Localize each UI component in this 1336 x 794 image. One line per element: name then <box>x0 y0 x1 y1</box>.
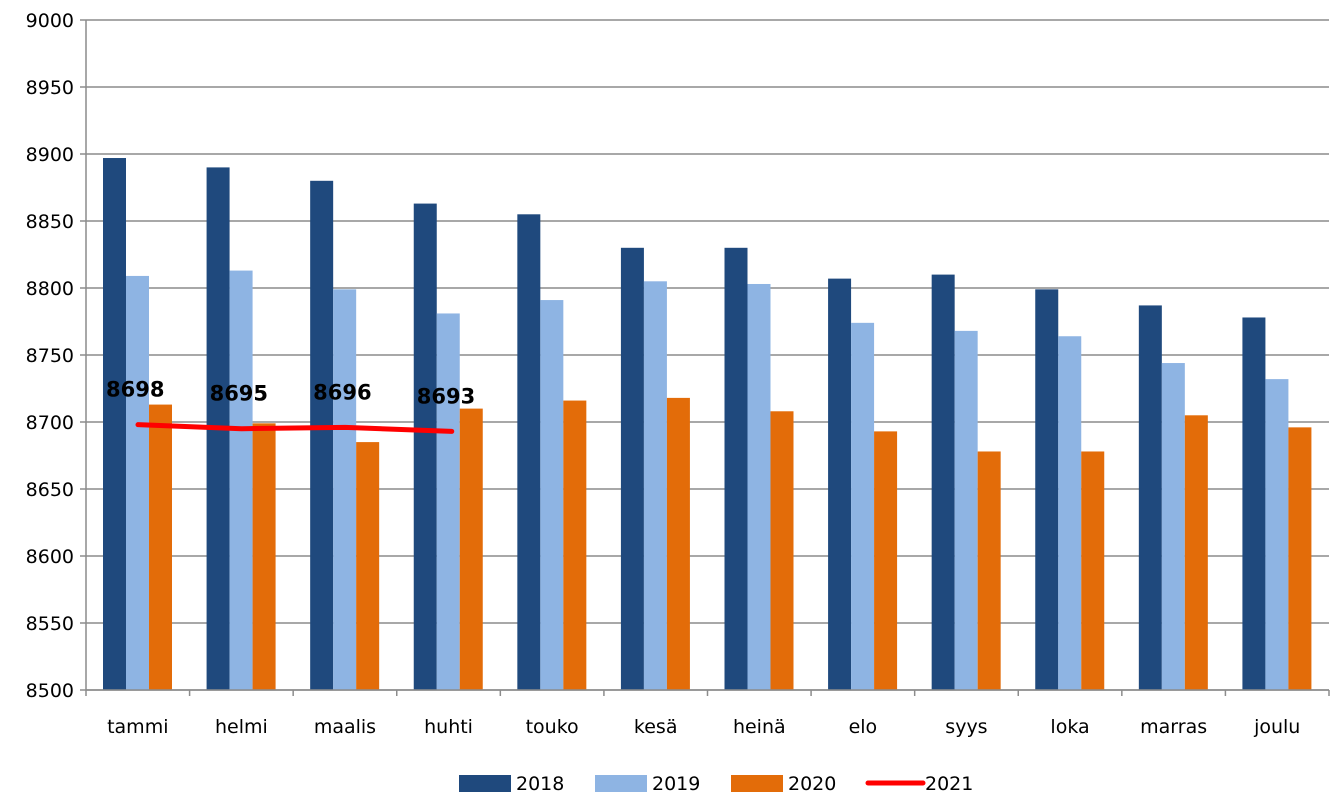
legend-label-2020: 2020 <box>788 773 836 794</box>
x-tick-label: tammi <box>107 716 168 738</box>
legend-swatch-2018 <box>459 775 511 792</box>
legend-swatch-2020 <box>731 775 783 792</box>
bar-2018-loka <box>1035 289 1059 690</box>
bar-2020-kesä <box>666 397 690 690</box>
bar-2020-syys <box>977 451 1001 690</box>
bar-2018-heinä <box>724 247 748 691</box>
x-tick-label: joulu <box>1253 716 1300 738</box>
bar-2020-joulu <box>1288 427 1312 690</box>
legend: 2018 2019 2020 2021 <box>459 773 973 794</box>
axes <box>85 20 1330 696</box>
legend-label-2018: 2018 <box>516 773 564 794</box>
x-tick-label: maalis <box>314 716 376 738</box>
bar-2020-heinä <box>770 411 794 690</box>
y-axis-tick-labels: 8500 8550 8600 8650 8700 8750 8800 8850 8900 8950… <box>26 10 74 702</box>
bar-2019-heinä <box>747 283 771 690</box>
bar-2018-maalis <box>310 180 334 691</box>
data-label-2021: 8695 <box>210 382 268 406</box>
bar-series <box>103 158 1312 691</box>
bar-2018-elo <box>828 278 852 690</box>
bar-2018-tammi <box>103 158 126 690</box>
bar-2020-elo <box>874 431 898 690</box>
x-tick-label: touko <box>526 716 579 738</box>
x-tick-label: syys <box>945 716 987 738</box>
legend-label-2021: 2021 <box>925 773 973 794</box>
y-tick-label: 8700 <box>26 412 74 434</box>
y-tick-label: 8500 <box>26 680 74 702</box>
bar-2020-marras <box>1184 415 1208 690</box>
x-tick-label: heinä <box>733 716 786 738</box>
x-tick-label: loka <box>1050 716 1089 738</box>
y-tick-label: 8950 <box>26 77 74 99</box>
x-tick-label: marras <box>1140 716 1207 738</box>
data-label-2021: 8696 <box>313 380 371 404</box>
bar-2020-maalis <box>356 442 380 690</box>
x-tick-label: kesä <box>634 716 678 738</box>
legend-label-2019: 2019 <box>652 773 700 794</box>
bar-2019-loka <box>1058 336 1082 690</box>
bar-2020-helmi <box>252 423 276 690</box>
y-tick-label: 8900 <box>26 144 74 166</box>
legend-swatch-2019 <box>595 775 647 792</box>
bar-2018-touko <box>517 214 541 691</box>
bar-2019-tammi <box>126 275 149 690</box>
bar-2019-joulu <box>1265 379 1289 690</box>
data-label-2021: 8693 <box>417 384 475 408</box>
bar-2020-touko <box>563 400 587 690</box>
data-label-2021: 8698 <box>106 378 164 402</box>
line-series-2021: 8698 8695 8696 8693 <box>106 378 475 434</box>
bar-2018-syys <box>931 274 955 690</box>
y-tick-label: 8650 <box>26 479 74 501</box>
bar-2019-touko <box>540 300 564 690</box>
bar-2019-huhti <box>436 313 460 690</box>
bar-2019-elo <box>851 322 875 690</box>
bar-2018-joulu <box>1242 317 1266 690</box>
y-tick-label: 8750 <box>26 345 74 367</box>
x-tick-label: elo <box>849 716 878 738</box>
bar-2020-tammi <box>149 404 172 690</box>
line-2021 <box>135 422 455 434</box>
y-tick-label: 8600 <box>26 546 74 568</box>
y-tick-label: 8550 <box>26 613 74 635</box>
gridlines <box>80 19 1329 691</box>
bar-2019-marras <box>1161 363 1185 690</box>
bar-2019-helmi <box>229 270 253 690</box>
x-axis-tick-labels: tammi helmi maalis huhti touko kesä heinä elo sy… <box>107 716 1300 738</box>
bar-2018-marras <box>1138 305 1162 690</box>
x-tick-label: helmi <box>215 716 268 738</box>
bar-2018-huhti <box>413 203 437 690</box>
bar-2019-syys <box>954 330 978 690</box>
bar-2019-kesä <box>643 281 667 690</box>
bar-2019-maalis <box>333 289 357 690</box>
y-tick-label: 9000 <box>26 10 74 32</box>
bar-2018-kesä <box>620 247 644 691</box>
x-tick-label: huhti <box>424 716 473 738</box>
bar-2020-loka <box>1081 451 1105 690</box>
y-tick-label: 8800 <box>26 278 74 300</box>
bar-2020-huhti <box>459 408 483 690</box>
y-tick-label: 8850 <box>26 211 74 233</box>
